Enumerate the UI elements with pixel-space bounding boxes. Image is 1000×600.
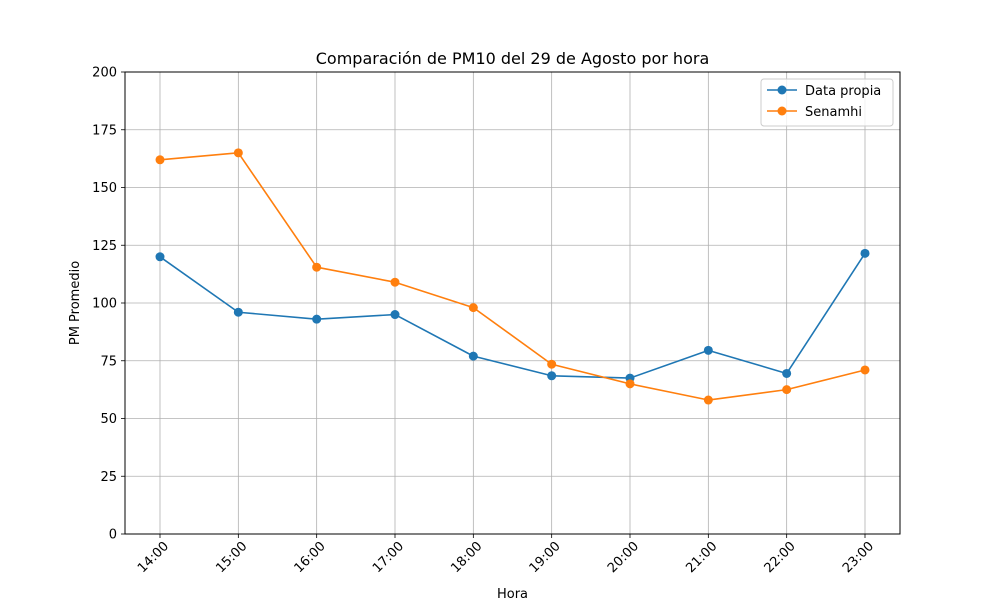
legend: Data propia Senamhi	[760, 78, 894, 127]
data-point-senamhi	[390, 277, 400, 287]
y-tick-label: 75	[100, 354, 117, 369]
legend-marker-data-propia	[777, 85, 787, 95]
data-point-data-propia	[782, 368, 792, 378]
y-tick-label: 175	[92, 123, 117, 138]
y-tick-label: 100	[92, 297, 117, 312]
y-tick-label: 50	[100, 412, 117, 427]
data-point-data-propia	[547, 371, 557, 381]
data-point-senamhi	[625, 379, 635, 389]
data-point-data-propia	[312, 314, 322, 324]
data-point-senamhi	[782, 385, 792, 395]
data-point-senamhi	[860, 365, 870, 375]
y-tick-label: 150	[92, 181, 117, 196]
legend-label-senamhi: Senamhi	[805, 105, 862, 120]
data-point-senamhi	[468, 303, 478, 313]
data-point-senamhi	[312, 262, 322, 272]
y-tick-label: 200	[92, 66, 117, 81]
data-point-senamhi	[233, 148, 243, 158]
series-line-senamhi	[159, 152, 866, 401]
y-tick-label: 0	[109, 528, 117, 543]
legend-label-data-propia: Data propia	[805, 84, 881, 99]
y-tick-label: 125	[92, 239, 117, 254]
chart-title: Comparación de PM10 del 29 de Agosto por…	[316, 49, 710, 68]
data-point-senamhi	[155, 155, 165, 165]
data-point-data-propia	[390, 310, 400, 320]
series-line-data-propia	[159, 252, 866, 379]
data-point-data-propia	[703, 345, 713, 355]
data-point-data-propia	[155, 252, 165, 262]
series-layer	[155, 148, 870, 405]
data-point-data-propia	[468, 351, 478, 361]
y-axis-title: PM Promedio	[68, 261, 83, 345]
data-point-senamhi	[547, 359, 557, 369]
data-point-data-propia	[233, 307, 243, 317]
x-axis-title: Hora	[497, 587, 528, 600]
legend-marker-senamhi	[777, 106, 787, 116]
data-point-senamhi	[703, 395, 713, 405]
y-tick-label: 25	[100, 470, 117, 485]
y-axis: 0 25 50 75 100 125 150 175 200	[92, 66, 125, 543]
data-point-data-propia	[860, 248, 870, 258]
